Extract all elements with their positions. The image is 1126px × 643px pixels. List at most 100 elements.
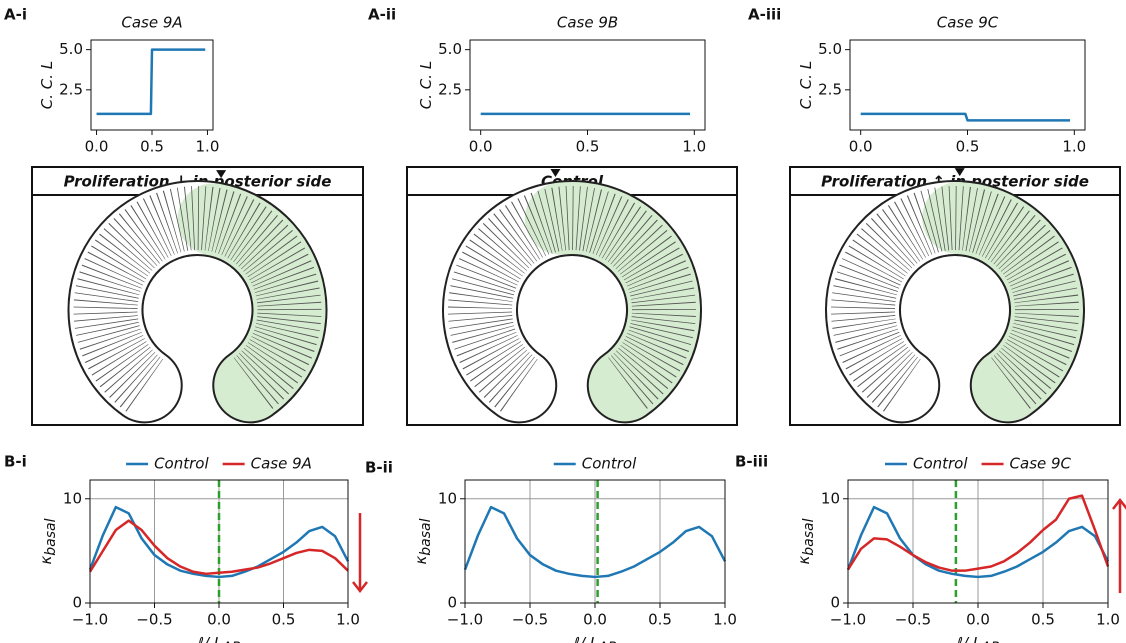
x-tick-label: 0.5	[140, 138, 164, 156]
y-axis-label-main: C. C. L	[38, 61, 56, 109]
y-tick-label: 0	[447, 594, 457, 612]
x-tick-label: 0.0	[85, 138, 109, 156]
trend-arrow-head	[352, 581, 368, 594]
y-axis-label: κbasal	[412, 518, 435, 564]
y-tick-label: 5.0	[438, 40, 462, 58]
x-tick-label: −0.5	[136, 611, 172, 629]
x-tick-label: 0.5	[956, 138, 980, 156]
y-axis-label-sub: basal	[418, 518, 434, 555]
x-axis-label: ℓ/ LAP	[573, 634, 617, 643]
y-axis-label-main: κ	[795, 556, 813, 565]
x-tick-label: 0.0	[469, 138, 493, 156]
axes-frame	[89, 479, 349, 604]
tissue-lumen	[142, 254, 253, 359]
x-tick-label: −1.0	[447, 611, 483, 629]
x-axis-label-main: ℓ/ L	[573, 634, 598, 643]
legend: Control	[553, 455, 637, 473]
x-tick-label: 0.5	[1031, 611, 1055, 629]
x-tick-label: −0.5	[895, 611, 931, 629]
y-axis-label-main: C. C. L	[797, 61, 815, 109]
y-axis-label-sub: basal	[43, 518, 59, 555]
x-tick-label: −1.0	[72, 611, 108, 629]
x-tick-label: 1.0	[336, 611, 360, 629]
y-axis-label: κbasal	[795, 518, 818, 564]
axes-frame	[849, 39, 1086, 131]
data-line	[96, 48, 206, 116]
data-line	[860, 112, 1071, 122]
y-tick-label: 10	[821, 489, 840, 507]
y-axis-label-main: C. C. L	[417, 61, 435, 109]
y-axis-label: C. C. L	[417, 61, 435, 109]
tissue-cells	[831, 186, 1079, 412]
y-tick-label: 5.0	[59, 40, 83, 58]
axes-frame	[469, 39, 706, 131]
panel-label: A-i	[4, 6, 27, 24]
x-tick-label: 1.0	[1096, 611, 1120, 629]
data-line	[88, 519, 349, 576]
y-tick-label: 2.5	[59, 80, 83, 98]
x-tick-label: 0.0	[966, 611, 990, 629]
legend: Control Case 9C	[884, 455, 1072, 473]
axes-frame	[90, 39, 214, 131]
x-tick-label: 1.0	[682, 138, 706, 156]
legend-label: Control	[913, 455, 968, 473]
axes-frame	[464, 479, 726, 604]
axes-frame	[847, 479, 1109, 604]
x-axis-label-main: ℓ/ L	[956, 634, 981, 643]
y-tick-label: 5.0	[818, 40, 842, 58]
tissue-lumen	[899, 254, 1011, 359]
x-tick-label: −0.5	[512, 611, 548, 629]
panel-label: B-iii	[735, 453, 768, 471]
y-axis-label-main: κ	[412, 556, 430, 565]
x-tick-label: 1.0	[713, 611, 737, 629]
x-axis-label: ℓ/ LAP	[956, 634, 1000, 643]
y-tick-label: 2.5	[438, 80, 462, 98]
y-tick-label: 10	[438, 489, 457, 507]
x-tick-label: 1.0	[196, 138, 220, 156]
panel-label: B-i	[4, 453, 27, 471]
data-line	[846, 494, 1110, 572]
legend-label: Case 9C	[1010, 455, 1072, 473]
plot-area	[470, 40, 705, 130]
y-tick-label: 0	[830, 594, 840, 612]
y-axis-label: C. C. L	[38, 61, 56, 109]
x-axis-label-sub: AP	[221, 640, 241, 643]
x-tick-label: 1.0	[1062, 138, 1086, 156]
y-tick-label: 10	[63, 489, 82, 507]
panel-label: A-iii	[748, 6, 781, 24]
tissue-cells	[73, 186, 322, 412]
x-axis-label: ℓ/ LAP	[197, 634, 241, 643]
legend: Control Case 9A	[126, 455, 312, 473]
data-line	[463, 505, 727, 579]
marker	[550, 169, 561, 178]
marker	[954, 168, 965, 177]
trend-arrow-head	[1112, 497, 1126, 510]
data-line	[846, 505, 1110, 579]
x-tick-label: 0.0	[207, 611, 231, 629]
y-axis-label-sub: basal	[801, 518, 817, 555]
legend-label: Case 9A	[251, 455, 312, 473]
data-line	[88, 505, 350, 579]
x-axis-label-sub: AP	[597, 640, 617, 643]
x-tick-label: −1.0	[830, 611, 866, 629]
x-axis-label-sub: AP	[980, 640, 1000, 643]
legend-label: Control	[154, 455, 209, 473]
y-axis-label: κbasal	[37, 518, 60, 564]
x-tick-label: 0.5	[648, 611, 672, 629]
tissue-lumen	[516, 254, 628, 359]
chart-title: Case 9C	[937, 14, 999, 32]
chart-title: Case 9B	[557, 14, 618, 32]
panel-label: A-ii	[368, 6, 396, 24]
y-axis-label-main: κ	[37, 556, 55, 565]
x-tick-label: 0.5	[272, 611, 296, 629]
x-tick-label: 0.0	[849, 138, 873, 156]
y-tick-label: 2.5	[818, 80, 842, 98]
chart-title: Case 9A	[121, 14, 182, 32]
y-axis-label: C. C. L	[797, 61, 815, 109]
x-tick-label: 0.5	[576, 138, 600, 156]
panel-label: B-ii	[365, 459, 393, 477]
marker	[216, 170, 227, 179]
y-tick-label: 0	[72, 594, 82, 612]
x-tick-label: 0.0	[583, 611, 607, 629]
